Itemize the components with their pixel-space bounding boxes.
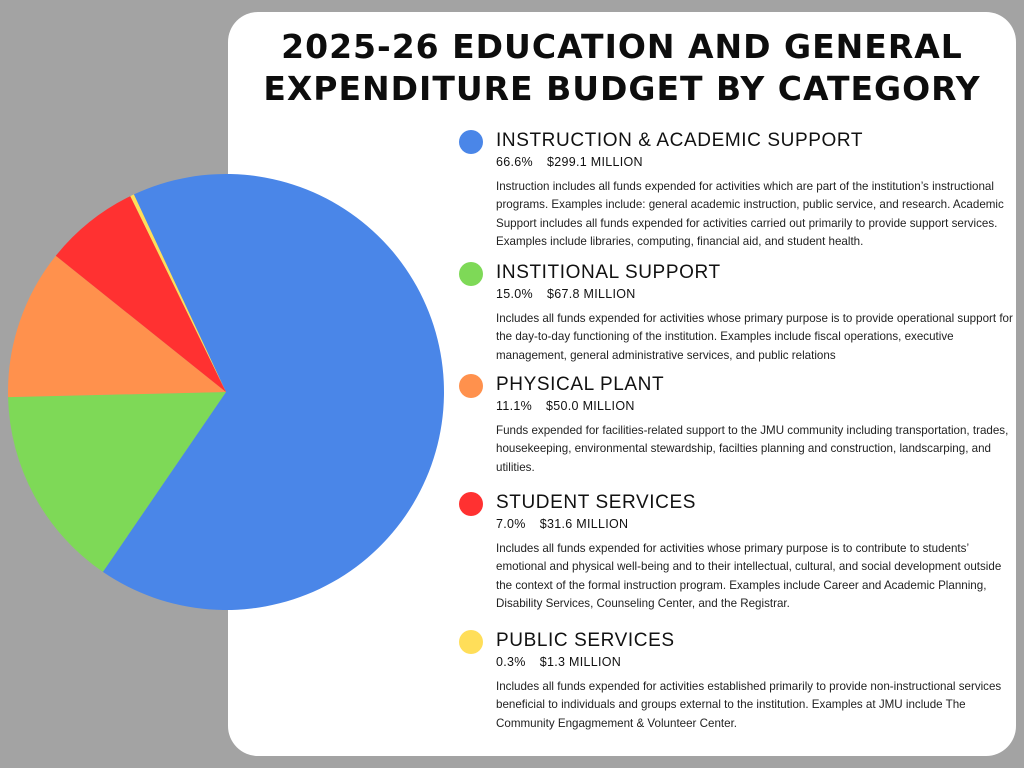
category-percent: 15.0%: [496, 287, 533, 301]
slice-institutional-support: [8, 392, 227, 572]
category-description: Instruction includes all funds expended …: [496, 180, 1004, 248]
pie-chart: [7, 173, 444, 610]
category-percent: 0.3%: [496, 655, 526, 669]
chart-title: 2025-26 EDUCATION AND GENERAL EXPENDITUR…: [230, 26, 1014, 110]
category-description: Includes all funds expended for activiti…: [496, 680, 1002, 730]
institutional-color-dot: [459, 262, 483, 286]
category-name: PUBLIC SERVICES: [496, 630, 675, 651]
category-amount: $31.6 MILLION: [539, 517, 629, 531]
category-stats: 7.0% $31.6 MILLION: [496, 516, 628, 532]
category-name: INSTITIONAL SUPPORT: [496, 262, 721, 283]
title-line-1: 2025-26 EDUCATION AND GENERAL: [281, 27, 963, 66]
physical-plant-color-dot: [459, 374, 483, 398]
public-services-color-dot: [459, 630, 483, 654]
category-amount: $1.3 MILLION: [539, 655, 622, 669]
category-amount: $50.0 MILLION: [546, 399, 635, 413]
category-percent: 11.1%: [496, 399, 533, 413]
category-amount: $299.1 MILLION: [546, 155, 643, 169]
instruction-color-dot: [459, 130, 483, 154]
category-amount: $67.8 MILLION: [546, 287, 636, 301]
category-name: STUDENT SERVICES: [496, 492, 696, 513]
title-line-2: EXPENDITURE BUDGET BY CATEGORY: [263, 69, 981, 108]
category-name: INSTRUCTION & ACADEMIC SUPPORT: [496, 130, 864, 151]
category-description: Includes all funds expended for activiti…: [496, 542, 1002, 610]
category-name: PHYSICAL PLANT: [496, 374, 665, 395]
category-stats: 0.3% $1.3 MILLION: [496, 654, 621, 670]
category-stats: 66.6% $299.1 MILLION: [496, 154, 643, 170]
slice-public-services: [130, 194, 226, 392]
slice-physical-plant: [7, 255, 227, 398]
category-percent: 7.0%: [496, 517, 526, 531]
slice-instruction: [102, 173, 444, 610]
slice-student-services: [55, 196, 226, 392]
category-description: Includes all funds expended for activiti…: [496, 312, 1013, 362]
category-stats: 11.1% $50.0 MILLION: [496, 398, 635, 414]
student-services-color-dot: [459, 492, 483, 516]
category-description: Funds expended for facilities-related su…: [496, 424, 1009, 474]
category-percent: 66.6%: [496, 155, 533, 169]
category-stats: 15.0% $67.8 MILLION: [496, 286, 636, 302]
